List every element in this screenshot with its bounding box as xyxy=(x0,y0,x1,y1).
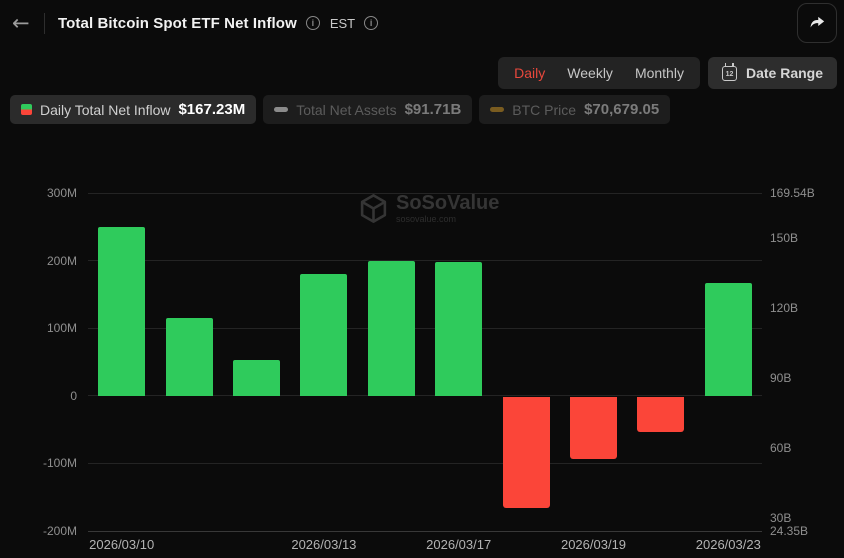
legend-row: Daily Total Net Inflow $167.23M Total Ne… xyxy=(10,95,671,124)
right-axis-tick-label: 150B xyxy=(770,231,799,246)
bar-2026-03-10[interactable] xyxy=(98,226,146,396)
bar-2026-03-13[interactable] xyxy=(300,274,348,396)
bar-2026-03-19[interactable] xyxy=(570,396,617,459)
bar-2026-03-12[interactable] xyxy=(233,359,280,396)
tab-daily[interactable]: Daily xyxy=(503,60,556,86)
right-axis-tick-label: 30B xyxy=(770,510,792,525)
gridline xyxy=(88,327,762,329)
bar-2026-03-16[interactable] xyxy=(367,260,415,396)
btc-price-marker-icon xyxy=(490,107,505,112)
left-axis-tick-label: 100M xyxy=(46,321,77,336)
bar-2026-03-17[interactable] xyxy=(435,261,483,396)
header: ← Total Bitcoin Spot ETF Net Inflow i ES… xyxy=(0,0,844,46)
timezone-label: EST xyxy=(329,15,356,31)
bar-2026-03-11[interactable] xyxy=(165,318,213,396)
x-axis-tick-label: 2026/03/19 xyxy=(560,537,627,552)
left-axis-tick-label: -100M xyxy=(42,456,77,471)
right-axis-tick-label: 60B xyxy=(770,441,792,455)
gridline xyxy=(88,395,762,397)
back-button[interactable]: ← xyxy=(12,12,38,34)
date-range-button[interactable]: 12 Date Range xyxy=(707,57,837,89)
date-range-label: Date Range xyxy=(745,65,823,81)
toolbar: Daily Weekly Monthly 12 Date Range xyxy=(498,57,837,89)
left-axis-tick-label: -200M xyxy=(42,524,77,538)
right-axis-tick-label: 24.35B xyxy=(770,524,809,538)
left-axis-tick-label: 0 xyxy=(70,388,77,403)
net-inflow-value: $167.23M xyxy=(178,101,246,118)
right-axis-tick-label: 90B xyxy=(770,371,792,386)
net-inflow-marker-icon xyxy=(21,104,32,115)
x-axis-tick-label: 2026/03/17 xyxy=(426,537,492,552)
bar-2026-03-20[interactable] xyxy=(637,396,685,432)
legend-btc-price[interactable]: BTC Price $70,679.05 xyxy=(479,95,671,124)
x-axis-tick-label: 2026/03/10 xyxy=(89,537,155,552)
gridline xyxy=(88,462,762,464)
net-assets-value: $91.71B xyxy=(404,101,462,118)
left-axis-tick-label: 200M xyxy=(46,253,77,268)
timezone-info-icon[interactable]: i xyxy=(364,16,379,30)
calendar-icon: 12 xyxy=(721,63,737,81)
share-icon xyxy=(807,13,827,33)
tab-monthly[interactable]: Monthly xyxy=(624,60,695,86)
gridline xyxy=(88,260,762,262)
gridline xyxy=(88,530,762,532)
right-axis-tick-label: 120B xyxy=(770,301,799,316)
x-axis-tick-label: 2026/03/13 xyxy=(291,537,357,552)
gridline xyxy=(88,192,762,194)
bar-chart-plot: 300M 200M 100M 0 -100M -200M 169.54B 150B 120B 90… xyxy=(43,186,815,552)
tab-weekly[interactable]: Weekly xyxy=(556,60,624,86)
title-info-icon[interactable]: i xyxy=(305,16,320,30)
share-button[interactable] xyxy=(797,3,837,43)
net-assets-marker-icon xyxy=(274,107,289,112)
page-title: Total Bitcoin Spot ETF Net Inflow xyxy=(58,14,297,32)
bar-2026-03-18[interactable] xyxy=(502,396,550,508)
right-axis-tick-label: 169.54B xyxy=(770,186,815,200)
bar-2026-03-23[interactable] xyxy=(704,282,752,396)
legend-daily-net-inflow[interactable]: Daily Total Net Inflow $167.23M xyxy=(10,95,257,124)
left-axis-tick-label: 300M xyxy=(46,186,77,200)
legend-total-net-assets[interactable]: Total Net Assets $91.71B xyxy=(263,95,473,124)
period-tab-group: Daily Weekly Monthly xyxy=(498,57,700,89)
x-axis-tick-label: 2026/03/23 xyxy=(695,537,761,552)
header-divider xyxy=(44,12,45,34)
btc-price-value: $70,679.05 xyxy=(584,101,660,118)
